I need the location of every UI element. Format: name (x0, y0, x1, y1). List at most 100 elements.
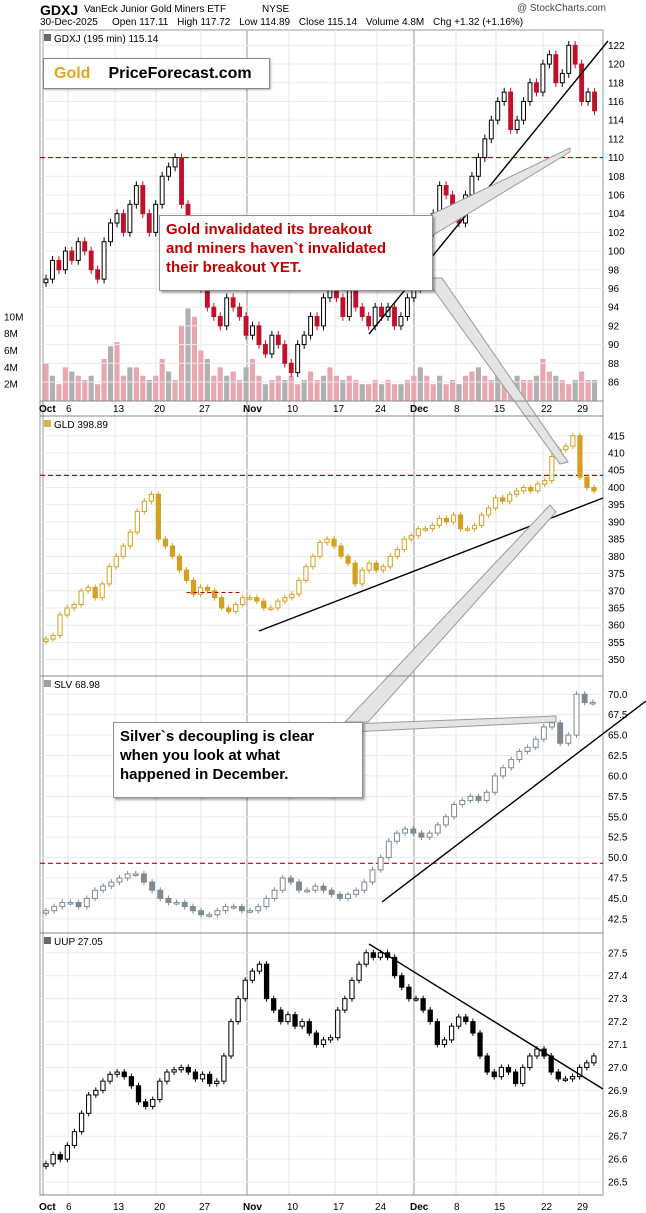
candle-body (310, 555, 316, 568)
candle-body (442, 816, 449, 826)
candle-body (78, 1112, 85, 1133)
candle-body (101, 241, 107, 280)
ohlc-volume-value: 4.8M (402, 17, 425, 28)
candle-body (457, 514, 464, 530)
volume-bar (482, 375, 488, 401)
ohlc-volume-label: Volume (365, 17, 400, 28)
candle-body (401, 538, 407, 550)
candle-body (262, 344, 268, 355)
candle-body (475, 157, 481, 177)
volume-bar (424, 375, 430, 401)
x-tick-label-bottom: 20 (154, 1202, 166, 1213)
y-tick-label: 27.4 (608, 971, 628, 982)
candle-body (553, 54, 559, 84)
candle-body (482, 138, 488, 159)
candle-body (288, 362, 294, 374)
y-tick-label: 118 (608, 78, 624, 89)
y-tick-label: 112 (608, 134, 624, 145)
candle-body (230, 297, 236, 308)
candle-body (317, 542, 323, 557)
x-tick-label-bottom: 6 (66, 1202, 72, 1213)
volume-bar (120, 375, 127, 401)
candle-body (263, 897, 270, 908)
candle-body (516, 750, 523, 761)
panel-title: GDXJ (195 min) 115.14 (54, 34, 159, 45)
y-tick-label: 27.3 (608, 994, 628, 1005)
candle-body (268, 607, 274, 610)
candle-body (577, 435, 583, 478)
candle-body (314, 316, 320, 327)
y-tick-label: 405 (608, 466, 625, 477)
candle-body (249, 970, 255, 981)
volume-bar (140, 375, 146, 401)
x-tick-label-top: 13 (113, 404, 125, 415)
ohlc-open-value: 117.11 (139, 17, 169, 28)
candle-body (349, 979, 355, 1000)
volume-bar (456, 384, 462, 401)
candle-body (521, 100, 526, 121)
candle-body (159, 175, 165, 205)
volume-bar (191, 316, 198, 401)
candle-body (577, 1066, 583, 1078)
y-tick-label: 90 (608, 340, 620, 351)
candle-body (134, 511, 140, 533)
volume-bar (75, 375, 81, 401)
candle-body (488, 119, 494, 140)
candle-body (282, 344, 288, 364)
y-tick-label: 26.6 (608, 1155, 628, 1166)
candle-body (183, 569, 190, 581)
panel-title-icon (44, 34, 51, 41)
volume-bar (462, 375, 469, 401)
volume-bar (346, 375, 352, 401)
candle-body (434, 824, 441, 834)
candle-body (369, 869, 376, 883)
candle-body (243, 316, 249, 336)
candle-body (585, 91, 591, 102)
candle-body (164, 1071, 170, 1082)
y-tick-label: 365 (608, 604, 625, 615)
candle-body (581, 693, 588, 703)
candle-body (57, 614, 63, 637)
candle-body (471, 524, 478, 530)
y-tick-label: 400 (608, 483, 625, 494)
volume-bar (559, 379, 565, 401)
logo-gold-text: Gold (54, 65, 91, 82)
x-tick-label-top: 22 (541, 404, 553, 415)
candle-body (116, 877, 123, 883)
candle-body (140, 185, 146, 215)
volume-bar (437, 375, 443, 401)
candle-body (222, 906, 229, 912)
candle-body (410, 828, 417, 834)
volume-bar (566, 384, 572, 401)
volume-bar (82, 379, 88, 401)
x-tick-label-top: 8 (454, 404, 460, 415)
candle-body (178, 1066, 184, 1071)
y-tick-label: 94 (608, 303, 620, 314)
y-tick-label: 27.0 (608, 1063, 628, 1074)
candle-body (299, 1021, 305, 1027)
candle-body (50, 1154, 56, 1165)
volume-bar (88, 375, 94, 401)
volume-bar (262, 384, 268, 401)
y-tick-label: 50.0 (608, 853, 628, 864)
candle-body (456, 1016, 462, 1027)
volume-bar (230, 371, 236, 401)
candle-body (51, 906, 58, 912)
candle-body (459, 799, 466, 806)
exchange: NYSE (262, 4, 290, 15)
volume-bar (398, 384, 404, 401)
x-tick-label-top: 29 (577, 404, 589, 415)
stockcharts-credit[interactable]: @ StockCharts.com (516, 3, 606, 14)
volume-bar (256, 375, 262, 401)
ohlc-volume: Volume 4.8M (366, 17, 424, 28)
y-tick-label: 26.8 (608, 1109, 628, 1120)
candle-body (121, 213, 126, 233)
ohlc-high: High 117.72 (177, 17, 230, 28)
panel-3: 26.5 26.6 26.7 26.8 26.9 27.0 27.1 27.2 27.3 27.4… (40, 937, 628, 1189)
volume-bar (159, 358, 165, 401)
volume-tick-label: 6M (4, 346, 18, 357)
volume-bar (520, 379, 527, 401)
candle-body (534, 82, 539, 93)
candle-body (211, 306, 217, 318)
